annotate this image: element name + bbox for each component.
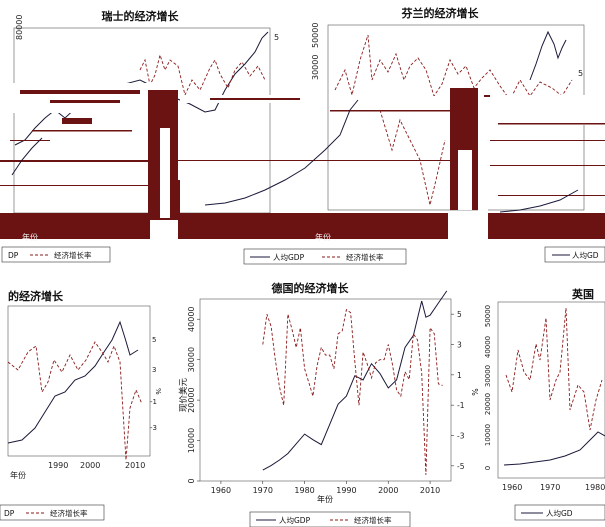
top-mid-legend-growth: 经济增长率 xyxy=(346,252,384,262)
germany-xtick-label: 1960 xyxy=(211,486,231,495)
germany-y2label: % xyxy=(470,388,479,396)
uk-gdp-line xyxy=(503,431,605,466)
germany-xlabel: 年份 xyxy=(317,494,333,504)
left-mid-xtick-2000: 2000 xyxy=(80,461,100,470)
uk-xtick-1970: 1970 xyxy=(540,483,560,492)
germany-ytick-label: 20000 xyxy=(187,387,196,412)
left-mid-legend-gdp: DP xyxy=(4,509,15,518)
uk-legend-box xyxy=(514,504,605,521)
swiss-ytick: 80000 xyxy=(15,15,24,40)
left-mid-y2tick-neg3: -3 xyxy=(150,424,157,432)
swiss-y2tick: 5 xyxy=(274,33,279,42)
germany-y2-axis: -5 -3 -1 1 3 5 xyxy=(451,310,465,471)
uk-ytick-0: 0 xyxy=(484,466,492,470)
top-left-legend-gdp: DP xyxy=(8,251,19,260)
top-left-legend-box xyxy=(1,246,111,263)
top-left-xlabel: 年份 xyxy=(22,232,38,242)
left-mid-legend-growth: 经济增长率 xyxy=(50,508,88,518)
top-left-gdp-lower xyxy=(11,137,43,176)
top-right-legend-gdp: 人均GD xyxy=(572,250,599,260)
finland-growth-line xyxy=(334,34,573,101)
swiss-panel: 瑞士的经济增长 80000 5 xyxy=(13,9,279,214)
germany-y2tick-label: 1 xyxy=(457,371,462,380)
left-mid-plot-frame xyxy=(7,305,151,457)
germany-y2tick-label: 3 xyxy=(457,341,462,350)
germany-plot-frame xyxy=(199,298,452,482)
finland-y2tick: 5 xyxy=(578,69,583,78)
germany-growth-line xyxy=(262,308,443,475)
top-legends: DP 经济增长率 人均GDP 经济增长率 人均GD xyxy=(1,246,605,265)
uk-growth-line xyxy=(505,307,603,431)
uk-panel: 英国 50000 40000 30000 20000 10000 0 1960 … xyxy=(484,287,605,521)
uk-legend-gdp: 人均GD xyxy=(546,508,573,518)
germany-x-axis: 1960 1970 1980 1990 2000 2010 xyxy=(211,481,440,495)
uk-xtick-1960: 1960 xyxy=(502,483,522,492)
germany-ytick-label: 30000 xyxy=(187,347,196,372)
top-mid-gdp-line xyxy=(204,99,359,206)
germany-ytick-label: 0 xyxy=(187,478,196,483)
germany-y2tick-label: -5 xyxy=(457,462,465,471)
finland-panel: 芬兰的经济增长 50000 30000 5 xyxy=(311,6,585,211)
left-mid-panel: 的经济增长 5 3 -1 -3 % 1990 2000 2010 年份 DP 经… xyxy=(0,289,162,521)
glitch-band xyxy=(0,82,605,277)
left-mid-y2label: % xyxy=(154,388,162,395)
top-left-legend-growth: 经济增长率 xyxy=(54,250,92,260)
top-left-axis-band xyxy=(0,213,150,239)
left-mid-y2tick-neg1: -1 xyxy=(150,398,157,406)
swiss-title: 瑞士的经济增长 xyxy=(102,9,180,23)
left-mid-title: 的经济增长 xyxy=(8,289,64,303)
top-right-gdp-lower xyxy=(499,189,579,213)
top-mid-legend-gdp: 人均GDP xyxy=(273,252,305,262)
uk-ytick-40000: 40000 xyxy=(484,336,492,358)
uk-ytick-50000: 50000 xyxy=(484,305,492,327)
germany-y2tick-label: -1 xyxy=(457,401,465,410)
germany-xtick-label: 1990 xyxy=(336,486,356,495)
uk-xtick-1980: 1980 xyxy=(585,483,605,492)
germany-xtick-label: 1970 xyxy=(253,486,273,495)
germany-title: 德国的经济增长 xyxy=(271,281,350,295)
finland-ytick-mid: 30000 xyxy=(311,55,320,80)
left-mid-xtick-1990: 1990 xyxy=(48,461,68,470)
left-mid-xlabel: 年份 xyxy=(10,470,26,480)
uk-plot-frame xyxy=(497,301,605,479)
left-mid-y2tick-5: 5 xyxy=(152,336,156,344)
germany-xtick-label: 2010 xyxy=(420,486,440,495)
left-mid-growth-line xyxy=(7,341,143,461)
swiss-growth-line xyxy=(139,53,266,97)
finland-gdp-line xyxy=(529,30,567,81)
germany-xtick-label: 2000 xyxy=(378,486,398,495)
left-mid-xtick-2010: 2010 xyxy=(125,461,145,470)
uk-ytick-30000: 30000 xyxy=(484,365,492,387)
top-mid-xlabel: 年份 xyxy=(315,232,331,242)
top-panels-lower: 年份 年份 xyxy=(0,99,605,242)
germany-legend-growth: 经济增长率 xyxy=(354,515,392,525)
germany-gdp-line xyxy=(262,290,448,471)
germany-ytick-label: 10000 xyxy=(187,428,196,453)
top-right-legend-box xyxy=(544,246,605,263)
germany-xtick-label: 1980 xyxy=(294,486,314,495)
uk-title: 英国 xyxy=(571,287,594,301)
finland-title: 芬兰的经济增长 xyxy=(401,6,480,20)
germany-y2tick-label: 5 xyxy=(457,310,462,319)
left-mid-y2tick-3: 3 xyxy=(152,366,156,374)
germany-ytick-label: 40000 xyxy=(187,306,196,331)
uk-ytick-20000: 20000 xyxy=(484,393,492,415)
top-mid-axis-band xyxy=(178,213,448,239)
uk-ytick-10000: 10000 xyxy=(484,424,492,446)
germany-y2tick-label: -3 xyxy=(457,432,465,441)
germany-ylabel: 现价美元 xyxy=(178,378,189,413)
germany-legend-gdp: 人均GDP xyxy=(279,515,311,525)
top-mid-growth-line xyxy=(379,109,446,206)
top-right-axis-band xyxy=(488,213,605,239)
left-mid-legend-box xyxy=(0,504,105,521)
germany-y-axis: 0 10000 20000 30000 40000 xyxy=(187,306,200,484)
left-mid-gdp-line xyxy=(7,320,139,444)
finland-ytick-top: 50000 xyxy=(311,23,320,48)
